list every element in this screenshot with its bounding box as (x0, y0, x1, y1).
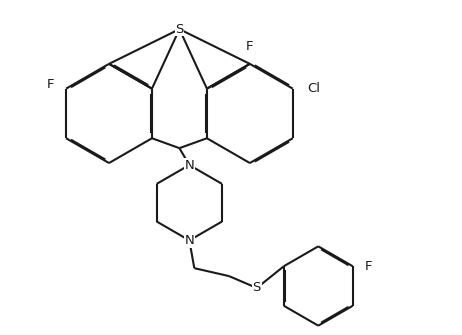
Text: F: F (47, 78, 54, 91)
Text: S: S (253, 281, 261, 294)
Text: N: N (184, 158, 194, 172)
Text: N: N (184, 234, 194, 247)
Text: Cl: Cl (308, 82, 321, 95)
Text: F: F (365, 260, 372, 273)
Text: S: S (175, 23, 183, 36)
Text: F: F (246, 40, 254, 53)
